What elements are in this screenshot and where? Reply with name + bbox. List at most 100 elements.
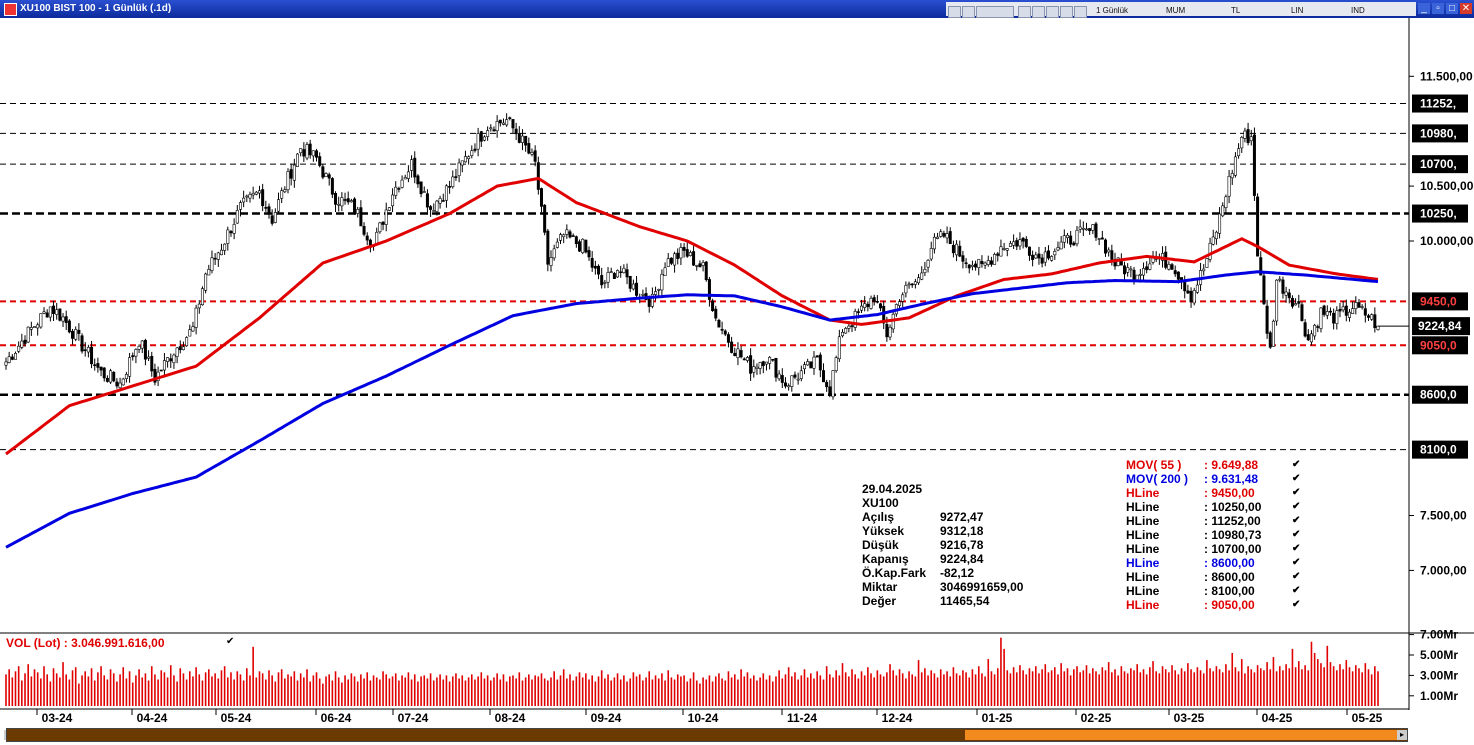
indicator-row[interactable]: HLine : 8600,00 ✔ [1126,556,1300,570]
close-icon[interactable]: ✕ [1460,3,1472,14]
candle-body [1252,134,1256,196]
indicator-row[interactable]: HLine: 8600,00 ✔ [1126,570,1300,584]
info-key: Değer [862,594,897,608]
check-icon[interactable]: ✔ [1292,543,1301,554]
candle-body [977,258,981,268]
candle-body [787,385,791,388]
indicator-row[interactable]: MOV( 200 ): 9.631,48 ✔ [1126,472,1300,486]
volume-check-icon[interactable]: ✔ [226,636,235,647]
check-icon[interactable]: ✔ [1292,487,1301,498]
candle-body [866,303,870,307]
candle-body [1005,248,1009,251]
draw-icon[interactable] [1032,6,1045,18]
candle-body [1037,253,1041,259]
candle-body [1078,226,1082,230]
period-label[interactable]: 1 Günlük [1096,6,1129,15]
check-icon[interactable]: ✔ [1292,501,1301,512]
check-icon[interactable]: ✔ [1292,585,1301,596]
candle-body [134,349,138,357]
candle-body [219,249,223,256]
candle-body [841,331,845,337]
candle-body [422,191,426,193]
y-tick-label-3: 7.500,00 [1420,509,1467,523]
candle-body [349,200,353,203]
candle-body [1062,235,1066,243]
x-tick-label: 08-24 [495,711,526,725]
indicator-row[interactable]: HLine: 10700,00 ✔ [1126,542,1300,556]
candle-body [1306,334,1310,341]
currency-label[interactable]: TL [1231,6,1241,15]
check-icon[interactable]: ✔ [1292,571,1301,582]
tools-icon[interactable] [962,6,975,18]
candle-body [584,239,588,253]
indicator-row[interactable]: HLine: 9050,00 ✔ [1126,598,1300,612]
candle-body [774,357,778,378]
candle-body [204,273,208,291]
x-tick-label: 06-24 [321,711,352,725]
horizontal-scrollbar[interactable] [6,728,1408,742]
indicator-name: HLine [1126,570,1160,584]
candle-body [932,236,936,250]
indicator-name: HLine [1126,556,1160,570]
template-icon[interactable] [976,6,1014,18]
candle-body [387,207,391,211]
indicator-row[interactable]: HLine: 9450,00 ✔ [1126,486,1300,500]
restore-icon[interactable]: ▫ [1432,3,1444,14]
candle-body [1218,213,1222,234]
indicator-row[interactable]: MOV( 55 ): 9.649,88 ✔ [1126,458,1300,472]
candle-body [768,357,772,364]
indicator-row[interactable]: HLine: 10250,00 ✔ [1126,500,1300,514]
candle-body [1259,257,1263,276]
dropdown-icon[interactable] [1074,6,1087,18]
candle-body [181,346,185,350]
maximize-icon[interactable]: □ [1446,3,1458,14]
price-chart[interactable]: 11252, 10980, 10700, 10250, 9450,0 9050,0 8600… [0,18,1474,745]
app-icon [4,3,17,16]
settings-icon[interactable] [1060,6,1073,18]
minimize-icon[interactable]: _ [1418,3,1430,14]
candle-body [682,247,686,251]
candle-body [283,189,287,193]
candle-body [26,326,30,343]
indicator-label[interactable]: IND [1351,6,1365,15]
candle-body [616,270,620,278]
scroll-right-icon[interactable]: ▸ [1397,730,1407,740]
mov55-line[interactable] [5,176,1379,456]
hline-label-1: 10980, [1420,126,1457,140]
candle-body [1107,249,1111,253]
candle-body [1075,229,1079,245]
candle-body [581,238,585,253]
zoom-icon[interactable] [1018,6,1031,18]
indicator-row[interactable]: HLine: 8100,00 ✔ [1126,584,1300,598]
candle-body [917,277,921,284]
scroll-thumb[interactable] [965,730,1405,740]
candle-body [742,358,746,361]
candle-body [1046,250,1050,259]
candle-body [410,159,414,171]
candle-body [1294,303,1298,306]
check-icon[interactable]: ✔ [1292,515,1301,526]
candle-body [834,357,838,371]
chart-icon[interactable] [948,6,961,18]
mov200-line[interactable] [5,270,1379,549]
candle-body [1287,292,1291,299]
move-icon[interactable] [1046,6,1059,18]
info-value: 9312,18 [940,524,984,538]
candle-body [229,231,233,234]
indicator-row[interactable]: HLine: 11252,00 ✔ [1126,514,1300,528]
check-icon[interactable]: ✔ [1292,459,1301,470]
check-icon[interactable]: ✔ [1292,473,1301,484]
candle-body [438,198,442,204]
last-price-box [1412,317,1470,336]
candle-body [1186,290,1190,294]
candle-body [511,119,515,129]
info-value: 11465,54 [940,594,990,608]
hline-label-box-1 [1412,124,1468,143]
check-icon[interactable]: ✔ [1292,599,1301,610]
scale-label[interactable]: LIN [1291,6,1304,15]
indicator-row[interactable]: HLine: 10980,73 ✔ [1126,528,1300,542]
chart-type-label[interactable]: MUM [1166,6,1186,15]
indicator-value: : 8600,00 [1204,556,1255,570]
check-icon[interactable]: ✔ [1292,557,1301,568]
check-icon[interactable]: ✔ [1292,529,1301,540]
